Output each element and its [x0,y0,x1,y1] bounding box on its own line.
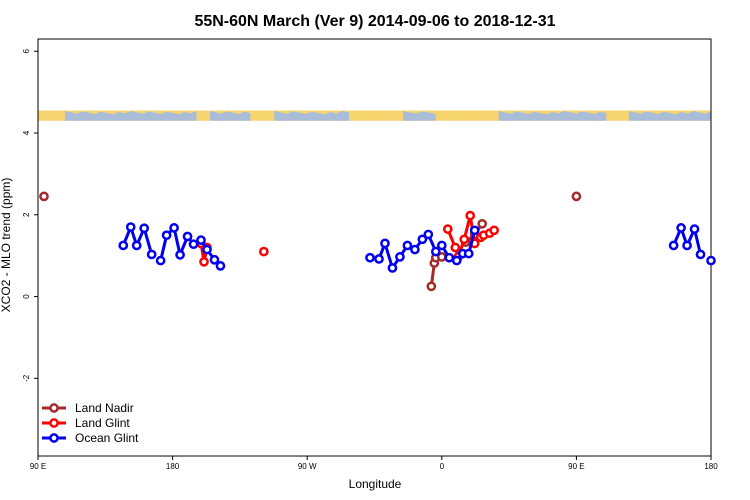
y-tick-label: 6 [22,48,31,53]
data-point [387,263,398,273]
series-ocean-glint [118,222,716,273]
x-tick-label: 90 W [298,462,317,471]
map-ocean [402,111,436,121]
legend-marker [49,403,59,413]
data-point [395,252,405,262]
data-point [423,229,434,240]
x-axis-label: Longitude [349,477,402,491]
y-tick-label: 0 [22,294,31,299]
data-point [436,240,447,251]
data-point [39,191,49,202]
legend-item: Ocean Glint [42,431,139,445]
series-layer [39,191,716,292]
data-point [199,256,209,267]
data-point [139,223,150,234]
data-point [188,239,199,250]
map-land [38,110,711,121]
y-axis-label: XCO2 - MLO trend (ppm) [0,178,13,313]
legend-label: Land Nadir [75,401,134,415]
data-point [131,240,142,251]
data-point [459,234,470,245]
data-point [380,238,390,249]
x-tick-label: 180 [704,462,718,471]
map-ocean [628,111,711,121]
legend-label: Ocean Glint [75,431,139,445]
data-point [444,252,455,263]
data-point [469,225,480,236]
data-point [169,223,179,233]
data-point [689,224,700,234]
chart-title: 55N-60N March (Ver 9) 2014-09-06 to 2018… [194,13,555,30]
data-point [410,244,420,255]
map-ocean [274,111,350,121]
data-point [682,240,692,251]
data-point [463,248,474,259]
data-point [450,242,461,253]
legend-label: Land Glint [75,416,130,430]
data-point [676,223,686,233]
y-tick-label: -2 [22,374,31,382]
data-point [430,246,441,257]
data-point [374,254,384,264]
data-point [125,222,136,232]
data-point [365,252,375,263]
data-point [209,254,220,265]
data-point [161,230,172,241]
data-point [258,246,269,257]
data-point [668,240,679,251]
data-point [706,255,716,266]
data-point [465,210,476,221]
map-ocean [209,111,251,121]
legend-item: Land Glint [42,416,130,430]
map-band [38,110,711,121]
data-point [146,249,157,260]
data-point [202,244,212,255]
data-point [402,240,413,251]
data-point [695,249,706,260]
legend-marker [49,418,59,428]
data-point [451,255,462,266]
plot-frame [37,38,712,457]
map-ocean [64,111,197,121]
x-axis: 90 E 180 90 W 0 90 E 180 [30,456,718,471]
y-tick-label: 2 [22,212,31,217]
data-point [215,261,226,271]
legend-marker [49,433,59,443]
data-point [182,231,193,242]
x-tick-label: 180 [166,462,180,471]
x-tick-label: 90 E [568,462,584,471]
legend-item: Land Nadir [42,401,134,415]
data-point [118,240,129,251]
series-line [159,226,222,267]
data-point [155,255,166,266]
data-point [477,218,488,229]
map-ocean [498,111,607,121]
data-point [489,225,499,236]
y-axis: -2 0 2 4 6 [22,48,38,382]
y-tick-label: 4 [22,130,31,135]
x-tick-label: 0 [440,462,445,471]
data-point [417,234,428,245]
data-point [175,250,185,260]
x-tick-label: 90 E [30,462,46,471]
data-point [426,281,437,292]
data-point [442,224,453,234]
data-point [196,235,206,245]
data-point [571,191,582,202]
